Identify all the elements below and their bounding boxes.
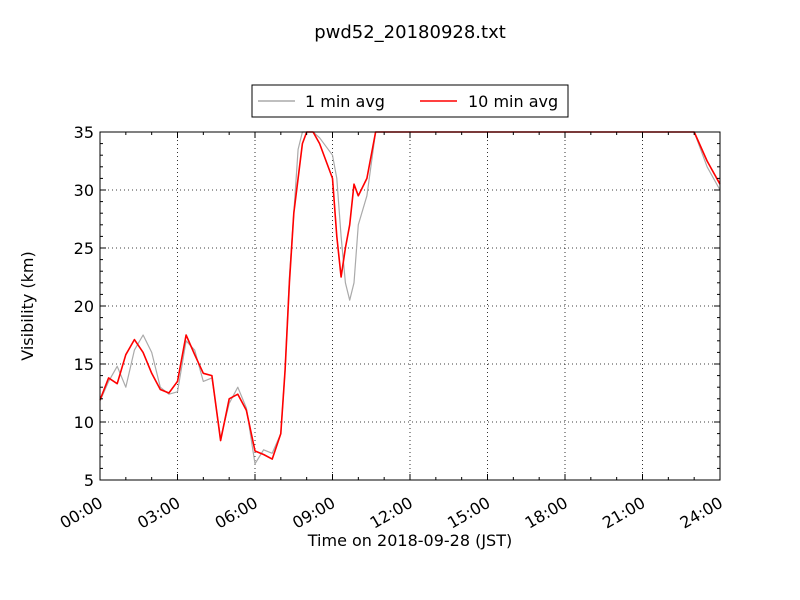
x-axis-label: Time on 2018-09-28 (JST) <box>307 531 512 550</box>
x-tick-label: 24:00 <box>677 493 726 533</box>
y-tick-label: 25 <box>74 239 94 258</box>
legend-box <box>251 84 569 118</box>
x-tick-label: 21:00 <box>599 493 648 533</box>
x-axis: 00:00 03:00 06:00 09:00 12:00 15:00 18:00 21:00… <box>57 132 726 533</box>
x-tick-label: 06:00 <box>212 493 261 533</box>
series-layer <box>99 131 721 465</box>
x-tick-label: 00:00 <box>57 493 106 533</box>
y-tick-label: 10 <box>74 413 94 432</box>
x-tick-label: 18:00 <box>522 493 571 533</box>
legend-label-1min: 1 min avg <box>305 92 385 111</box>
x-tick-label: 12:00 <box>367 493 416 533</box>
y-tick-label: 5 <box>84 471 94 490</box>
x-tick-label: 09:00 <box>289 493 338 533</box>
series-line-10min-avg <box>99 131 721 460</box>
y-tick-label: 15 <box>74 355 94 374</box>
chart-title: pwd52_20180928.txt <box>314 22 506 43</box>
x-tick-label: 03:00 <box>134 493 183 533</box>
y-axis: 5 10 15 20 25 30 35 <box>74 123 720 490</box>
y-tick-label: 30 <box>74 181 94 200</box>
y-tick-label: 20 <box>74 297 94 316</box>
legend-label-10min: 10 min avg <box>468 92 558 111</box>
y-axis-label: Visibility (km) <box>18 251 37 360</box>
legend: 1 min avg 10 min avg <box>251 84 569 118</box>
x-tick-label: 15:00 <box>444 493 493 533</box>
series-line-1min-avg <box>99 131 721 465</box>
grid <box>100 132 720 480</box>
y-tick-label: 35 <box>74 123 94 142</box>
